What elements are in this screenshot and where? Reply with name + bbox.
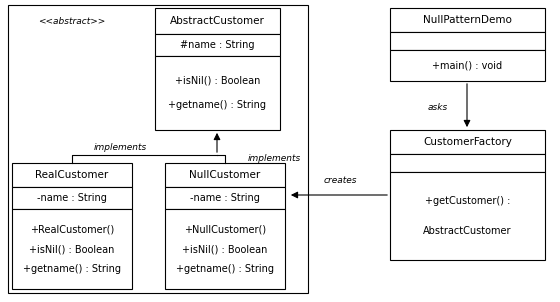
Bar	[165, 163, 285, 187]
Bar	[155, 34, 280, 56]
Bar	[165, 187, 285, 209]
Bar	[165, 209, 285, 289]
Bar	[390, 32, 545, 50]
Text: +getname() : String: +getname() : String	[169, 100, 267, 110]
Text: asks: asks	[428, 104, 448, 113]
Text: RealCustomer: RealCustomer	[35, 170, 109, 180]
Bar	[12, 187, 132, 209]
Text: -name : String: -name : String	[37, 193, 107, 203]
Bar	[155, 56, 280, 130]
Text: AbstractCustomer: AbstractCustomer	[170, 16, 265, 26]
Text: +RealCustomer(): +RealCustomer()	[30, 224, 114, 234]
Text: +getCustomer() :: +getCustomer() :	[425, 196, 510, 206]
Text: +isNil() : Boolean: +isNil() : Boolean	[29, 244, 115, 254]
Text: +NullCustomer(): +NullCustomer()	[184, 224, 266, 234]
Bar	[390, 172, 545, 260]
Text: CustomerFactory: CustomerFactory	[423, 137, 512, 147]
Bar	[390, 130, 545, 154]
Bar	[390, 50, 545, 81]
Text: AbstractCustomer: AbstractCustomer	[423, 226, 512, 236]
Text: <<abstract>>: <<abstract>>	[38, 18, 105, 27]
Text: #name : String: #name : String	[180, 40, 255, 50]
Text: +getname() : String: +getname() : String	[23, 264, 121, 274]
Text: -name : String: -name : String	[190, 193, 260, 203]
Text: +getname() : String: +getname() : String	[176, 264, 274, 274]
Text: implements: implements	[248, 154, 301, 163]
Text: creates: creates	[323, 176, 357, 185]
Text: +main() : void: +main() : void	[432, 60, 502, 70]
Text: NullPatternDemo: NullPatternDemo	[423, 15, 512, 25]
Bar	[390, 8, 545, 32]
Text: +isNil() : Boolean: +isNil() : Boolean	[175, 76, 260, 86]
Bar	[12, 209, 132, 289]
Text: NullCustomer: NullCustomer	[189, 170, 260, 180]
Bar	[155, 8, 280, 34]
Bar	[12, 163, 132, 187]
Bar	[8, 5, 308, 293]
Text: implements: implements	[94, 143, 147, 152]
Text: +isNil() : Boolean: +isNil() : Boolean	[183, 244, 268, 254]
Bar	[390, 154, 545, 172]
